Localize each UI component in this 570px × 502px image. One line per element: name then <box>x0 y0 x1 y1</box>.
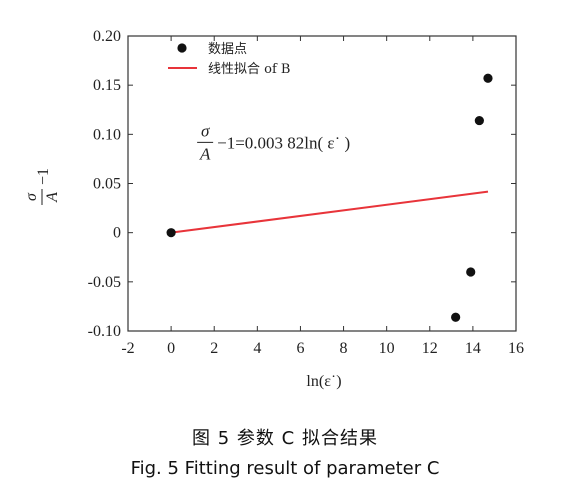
x-tick-label: 6 <box>296 340 304 357</box>
x-axis-ticks: -2 0 2 4 6 8 10 12 14 16 <box>121 36 524 357</box>
y-tick-label: 0.20 <box>93 28 121 45</box>
chart: -2 0 2 4 6 8 10 12 14 16 -0.10 -0.05 0 0.05 0.10 0.15 0… <box>23 28 524 390</box>
figure-caption-english: Fig. 5 Fitting result of parameter C <box>130 458 440 479</box>
plot-frame <box>127 35 517 332</box>
y-tick-label: -0.05 <box>88 274 121 291</box>
x-tick-label: 16 <box>508 340 524 357</box>
y-axis-label: σ A −1 <box>23 168 61 205</box>
y-tick-label: -0.10 <box>88 323 121 340</box>
x-tick-label: -2 <box>121 340 134 357</box>
fit-equation-annotation: σA −1=0.003 82ln( ε˙ ) <box>197 121 350 163</box>
x-tick-label: 12 <box>422 340 438 357</box>
figure-caption-chinese: 图 5 参数 C 拟合结果 <box>192 428 378 449</box>
x-axis-label: ln(ε˙) <box>306 373 341 390</box>
y-axis-ticks: -0.10 -0.05 0 0.05 0.10 0.15 0.20 <box>88 28 516 340</box>
x-tick-label: 0 <box>167 340 175 357</box>
fit-line <box>170 190 489 234</box>
data-point <box>451 312 461 322</box>
y-tick-label: 0.10 <box>93 126 121 143</box>
legend-label-data-points: 数据点 <box>208 42 247 57</box>
y-tick-label: 0 <box>113 225 121 242</box>
y-axis-label-suffix: −1 <box>35 168 52 185</box>
y-axis-label-numerator: σ <box>23 192 40 201</box>
data-point <box>466 267 476 277</box>
y-tick-label: 0.15 <box>93 77 121 94</box>
x-tick-label: 2 <box>210 340 218 357</box>
plot-border <box>127 35 517 332</box>
equation-numerator: σ <box>201 121 210 140</box>
data-point <box>474 115 484 126</box>
y-tick-label: 0.05 <box>93 176 121 193</box>
equation-denominator: A <box>199 144 211 163</box>
y-axis-label-denominator: A <box>44 192 61 203</box>
legend-marker-data-points <box>177 43 187 53</box>
x-tick-label: 8 <box>340 340 348 357</box>
x-tick-label: 4 <box>253 340 261 357</box>
legend-label-fit-line: 线性拟合 of B <box>208 62 290 77</box>
x-tick-label: 10 <box>379 340 395 357</box>
equation-text: −1=0.003 82ln( ε˙ ) <box>217 133 350 152</box>
data-point <box>166 228 176 238</box>
x-tick-label: 14 <box>465 340 481 357</box>
data-point <box>483 73 493 83</box>
series-layer <box>166 73 493 322</box>
